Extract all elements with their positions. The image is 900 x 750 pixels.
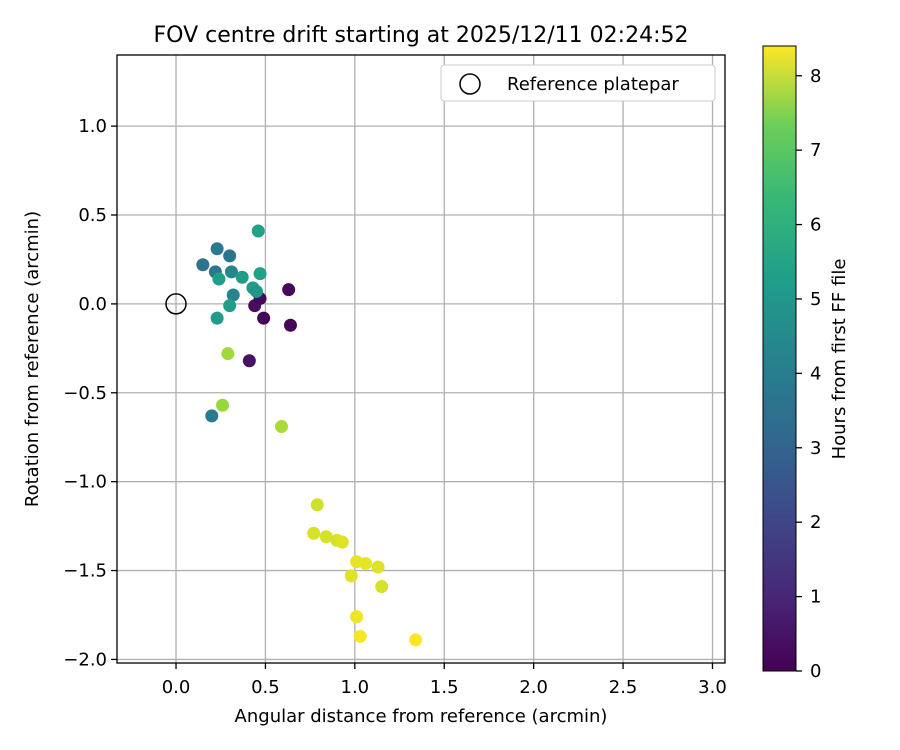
x-tick-label: 2.0 bbox=[519, 677, 548, 698]
data-point bbox=[283, 318, 297, 332]
x-tick-label: 1.5 bbox=[430, 677, 459, 698]
y-tick-label: −0.5 bbox=[63, 383, 107, 404]
data-point bbox=[210, 311, 224, 325]
data-point bbox=[344, 569, 358, 583]
data-point bbox=[223, 299, 237, 313]
data-point bbox=[249, 284, 263, 298]
colorbar-tick-label: 8 bbox=[810, 66, 821, 87]
data-point bbox=[251, 224, 265, 238]
x-axis: 0.0 0.5 1.0 1.5 2.0 2.5 3.0 bbox=[162, 663, 727, 698]
colorbar-tick-label: 6 bbox=[810, 215, 821, 236]
data-points bbox=[196, 224, 423, 647]
x-tick-label: 0.0 bbox=[162, 677, 191, 698]
data-point bbox=[216, 398, 230, 412]
legend: Reference platepar bbox=[440, 64, 716, 102]
colorbar-gradient bbox=[762, 45, 797, 672]
legend-marker bbox=[459, 73, 481, 95]
x-axis-label: Angular distance from reference (arcmin) bbox=[235, 706, 608, 727]
data-point bbox=[350, 610, 364, 624]
colorbar-tick-label: 2 bbox=[810, 512, 821, 533]
y-tick-label: −1.5 bbox=[63, 561, 107, 582]
colorbar: 0 1 2 3 4 5 6 7 8 Hours from first FF file bbox=[762, 45, 850, 682]
data-point bbox=[359, 556, 373, 570]
data-point bbox=[242, 354, 256, 368]
y-tick-label: −1.0 bbox=[63, 472, 107, 493]
x-tick-label: 0.5 bbox=[251, 677, 280, 698]
data-point bbox=[235, 270, 249, 284]
data-point bbox=[282, 283, 296, 297]
colorbar-tick-label: 1 bbox=[810, 587, 821, 608]
colorbar-ticks: 0 1 2 3 4 5 6 7 8 bbox=[796, 66, 821, 682]
legend-label: Reference platepar bbox=[507, 74, 679, 95]
data-point bbox=[196, 258, 210, 272]
data-point bbox=[257, 311, 271, 325]
data-point bbox=[275, 420, 289, 434]
colorbar-tick-label: 7 bbox=[810, 140, 821, 161]
x-tick-label: 3.0 bbox=[698, 677, 727, 698]
data-point bbox=[307, 526, 321, 540]
data-point bbox=[223, 249, 237, 263]
data-point bbox=[375, 580, 389, 594]
data-point bbox=[335, 535, 349, 549]
y-tick-label: 0.5 bbox=[78, 205, 107, 226]
data-point bbox=[409, 633, 423, 647]
colorbar-tick-label: 0 bbox=[810, 661, 821, 682]
reference-marker bbox=[165, 293, 187, 315]
chart-title: FOV centre drift starting at 2025/12/11 … bbox=[154, 23, 689, 48]
grid-lines bbox=[117, 55, 725, 663]
data-point bbox=[210, 242, 224, 256]
y-tick-label: 1.0 bbox=[78, 116, 107, 137]
legend-box bbox=[440, 64, 716, 102]
data-point bbox=[253, 267, 267, 281]
x-tick-label: 1.0 bbox=[341, 677, 370, 698]
colorbar-tick-label: 5 bbox=[810, 289, 821, 310]
data-point bbox=[205, 409, 219, 423]
colorbar-label: Hours from first FF file bbox=[829, 259, 850, 460]
data-point bbox=[226, 288, 240, 302]
y-tick-label: 0.0 bbox=[78, 294, 107, 315]
x-tick-label: 2.5 bbox=[609, 677, 638, 698]
data-point bbox=[371, 560, 385, 574]
data-point bbox=[353, 629, 367, 643]
data-point bbox=[319, 530, 333, 544]
data-point bbox=[224, 265, 238, 279]
data-point bbox=[310, 498, 324, 512]
data-point bbox=[212, 272, 226, 286]
y-axis-label: Rotation from reference (arcmin) bbox=[22, 211, 43, 507]
y-tick-label: −2.0 bbox=[63, 649, 107, 670]
y-axis: 1.0 0.5 0.0 −0.5 −1.0 −1.5 −2.0 bbox=[63, 116, 117, 670]
colorbar-tick-label: 4 bbox=[810, 363, 821, 384]
plot-frame bbox=[116, 54, 726, 664]
data-point bbox=[221, 347, 235, 361]
colorbar-tick-label: 3 bbox=[810, 438, 821, 459]
